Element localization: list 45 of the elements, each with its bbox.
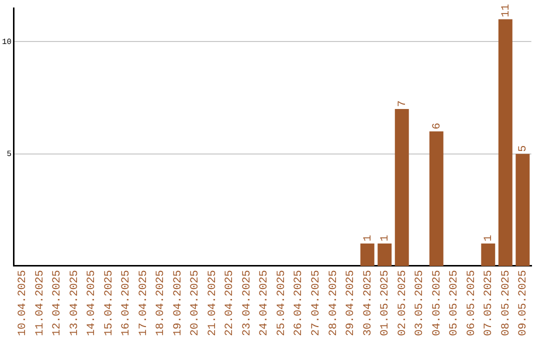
x-tick-label: 13.04.2025 bbox=[68, 270, 81, 336]
x-tick-label: 09.05.2025 bbox=[518, 270, 530, 336]
data-label: 1 bbox=[362, 234, 374, 242]
x-tick-label: 11.04.2025 bbox=[34, 270, 46, 336]
x-tick-label: 15.04.2025 bbox=[103, 270, 116, 336]
bar bbox=[394, 108, 409, 266]
y-tick-label: 10 bbox=[2, 38, 12, 47]
x-tick-label: 07.05.2025 bbox=[483, 270, 496, 336]
x-tick-label: 05.05.2025 bbox=[448, 270, 461, 336]
x-tick-label: 25.04.2025 bbox=[276, 270, 288, 336]
data-label: 11 bbox=[500, 4, 512, 18]
bar bbox=[498, 19, 512, 266]
x-tick-label: 20.04.2025 bbox=[190, 270, 202, 336]
bar bbox=[481, 244, 496, 266]
x-tick-label: 29.04.2025 bbox=[345, 270, 358, 336]
x-tick-label: 12.04.2025 bbox=[52, 270, 64, 336]
x-tick-label: 26.04.2025 bbox=[293, 270, 306, 336]
bar bbox=[378, 244, 392, 266]
bar bbox=[516, 154, 530, 266]
x-tick-label: 03.05.2025 bbox=[414, 270, 426, 336]
x-tick-label: 08.05.2025 bbox=[500, 270, 512, 336]
x-tick-label: 22.04.2025 bbox=[224, 270, 236, 336]
data-label: 1 bbox=[483, 234, 496, 242]
bar bbox=[429, 131, 444, 266]
x-tick-label: 01.05.2025 bbox=[380, 270, 392, 336]
data-label: 5 bbox=[518, 145, 530, 152]
data-label: 1 bbox=[380, 234, 392, 242]
x-tick-label: 19.04.2025 bbox=[172, 270, 184, 336]
data-label: 6 bbox=[431, 122, 444, 130]
x-tick-label: 28.04.2025 bbox=[328, 270, 340, 336]
x-tick-label: 27.04.2025 bbox=[310, 270, 322, 336]
x-tick-label: 21.04.2025 bbox=[206, 270, 219, 336]
x-tick-label: 23.04.2025 bbox=[241, 270, 254, 336]
bar bbox=[360, 244, 374, 266]
x-tick-label: 24.04.2025 bbox=[258, 270, 271, 336]
data-label: 7 bbox=[396, 100, 409, 107]
x-tick-label: 18.04.2025 bbox=[155, 270, 168, 336]
x-tick-label: 04.05.2025 bbox=[431, 270, 444, 336]
x-tick-label: 17.04.2025 bbox=[138, 270, 150, 336]
x-tick-label: 02.05.2025 bbox=[396, 270, 409, 336]
x-tick-label: 14.04.2025 bbox=[86, 270, 98, 336]
x-tick-label: 16.04.2025 bbox=[120, 270, 133, 336]
x-tick-label: 30.04.2025 bbox=[362, 270, 374, 336]
x-tick-label: 06.05.2025 bbox=[466, 270, 478, 336]
x-tick-label: 10.04.2025 bbox=[17, 270, 30, 336]
